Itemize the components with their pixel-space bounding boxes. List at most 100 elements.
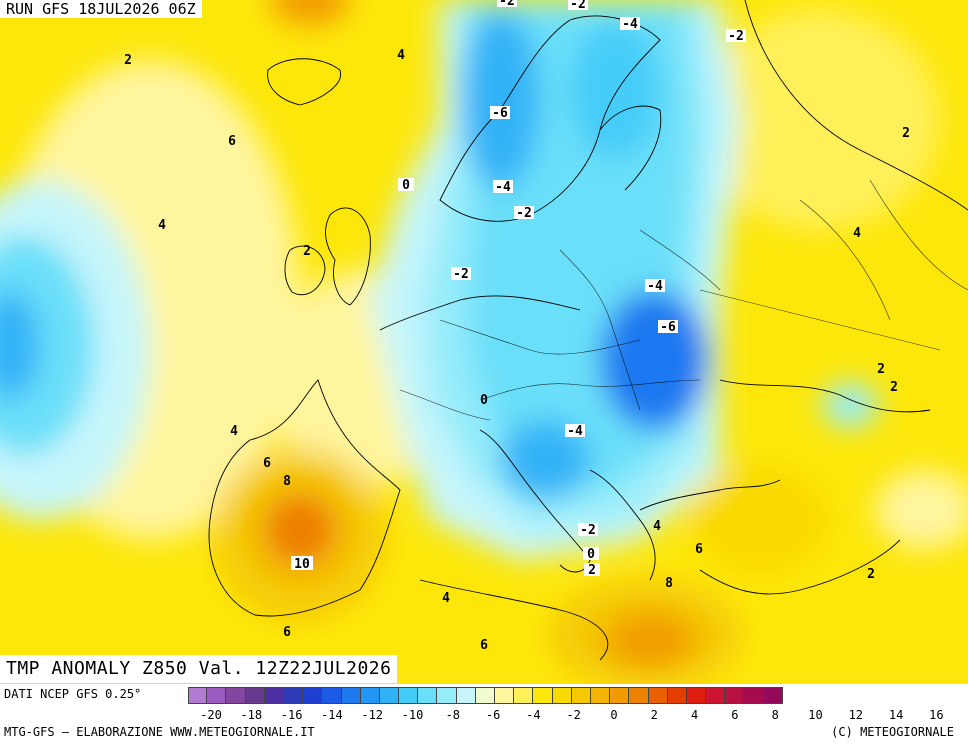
color-swatch [379,687,400,704]
data-source-label: DATI NCEP GFS 0.25° [4,687,142,701]
color-swatch [456,687,476,704]
contour-label: -6 [490,106,510,121]
tick-label: -12 [361,708,384,722]
color-swatch [552,687,572,704]
credits-left: MTG-GFS — ELABORAZIONE WWW.METEOGIORNALE… [4,725,315,739]
color-swatch [207,687,227,704]
color-swatch [245,687,265,704]
contour-labels: -2 -2 -4 -2 2 4 -6 2 6 0 -4 -2 4 2 -2 4 … [124,0,910,653]
color-swatch [322,687,342,704]
contour-label: 4 [397,48,405,63]
contour-label: 4 [653,519,661,534]
svg-text:-2: -2 [570,0,586,12]
color-swatch [725,687,745,704]
color-swatch [418,687,438,704]
contour-label: -6 [658,320,678,335]
contour-label: 6 [228,134,236,149]
color-swatch [629,687,649,704]
contour-label: 2 [584,563,600,578]
contour-label: -2 [497,0,517,9]
color-swatch [226,687,246,704]
svg-text:-2: -2 [580,523,596,538]
contour-label: 0 [480,393,488,408]
tick-label: -6 [485,708,501,722]
tick-label: 10 [808,708,823,722]
contour-label: 2 [303,244,311,259]
svg-text:10: 10 [294,557,310,572]
contour-label: 6 [263,456,271,471]
contour-label: -4 [493,180,513,195]
temperature-anomaly-map: -2 -2 -4 -2 2 4 -6 2 6 0 -4 -2 4 2 -2 4 … [0,0,968,684]
color-swatch [360,687,380,704]
color-swatch [303,687,323,704]
color-swatch [399,687,419,704]
tick-label: 8 [771,708,779,722]
tick-label: 6 [731,708,739,722]
contour-label: 2 [890,380,898,395]
color-swatch [648,687,668,704]
tick-label: 0 [610,708,618,722]
contour-label: 4 [442,591,450,606]
run-label: RUN GFS 18JUL2026 06Z [0,0,202,18]
color-swatch [686,687,707,704]
contour-label: -2 [514,206,534,221]
tick-label: 14 [888,708,904,722]
credits-right: (C) METEOGIORNALE [831,725,954,739]
contour-label: 6 [480,638,488,653]
map-title: TMP ANOMALY Z850 Val. 12Z22JUL2026 [0,655,398,683]
contour-label: 0 [583,547,599,562]
svg-text:-2: -2 [499,0,515,9]
contour-label: 4 [230,424,238,439]
svg-text:-4: -4 [647,279,663,294]
tick-label: -8 [445,708,461,722]
tick-label: -10 [401,708,424,722]
color-swatch [667,687,687,704]
svg-text:-4: -4 [567,424,583,439]
contour-label: 8 [665,576,673,591]
contour-label: -2 [451,267,471,282]
contour-label: -4 [620,17,640,32]
svg-text:-6: -6 [660,320,676,335]
contour-label: 6 [283,625,291,640]
svg-text:-2: -2 [516,206,532,221]
svg-text:-4: -4 [622,17,638,32]
tick-label: 2 [650,708,658,722]
svg-text:-2: -2 [728,29,744,44]
contour-label: 10 [291,556,313,572]
color-swatch [188,687,208,704]
svg-text:0: 0 [402,178,410,193]
isolines [0,0,741,681]
color-swatch [590,687,611,704]
legend-footer: DATI NCEP GFS 0.25° -20 -18 -16 -14 -12 -10 -8… [0,684,968,745]
color-scale-bar [188,687,783,704]
anomaly-shading [0,0,968,684]
tick-label: -14 [321,708,343,722]
contour-label: 2 [877,362,885,377]
svg-text:0: 0 [587,547,595,562]
contour-label: -2 [578,523,598,538]
contour-label: -2 [568,0,588,12]
borders [399,179,968,421]
contour-label: 0 [398,178,414,193]
tick-label: -2 [566,708,581,722]
color-swatch [533,687,553,704]
color-swatch [495,687,515,704]
tick-label: 4 [690,708,699,722]
tick-label: -18 [240,708,263,722]
tick-label: -20 [200,708,222,722]
color-swatch [514,687,534,704]
svg-text:-6: -6 [492,106,508,121]
contour-label: -2 [726,29,746,44]
color-swatch [744,687,764,704]
color-swatch [283,687,304,704]
color-swatch [475,687,495,704]
color-swatch [763,687,783,704]
color-swatch [341,687,361,704]
color-swatch [571,687,591,704]
color-scale-ticks: -20-18-16-14-12-10-8-6-4-202468101214162… [188,708,968,722]
contour-label: -4 [645,279,665,294]
svg-text:-4: -4 [495,180,511,195]
contour-label: 2 [867,567,875,582]
contour-label: 2 [124,53,132,68]
svg-text:2: 2 [588,563,596,578]
